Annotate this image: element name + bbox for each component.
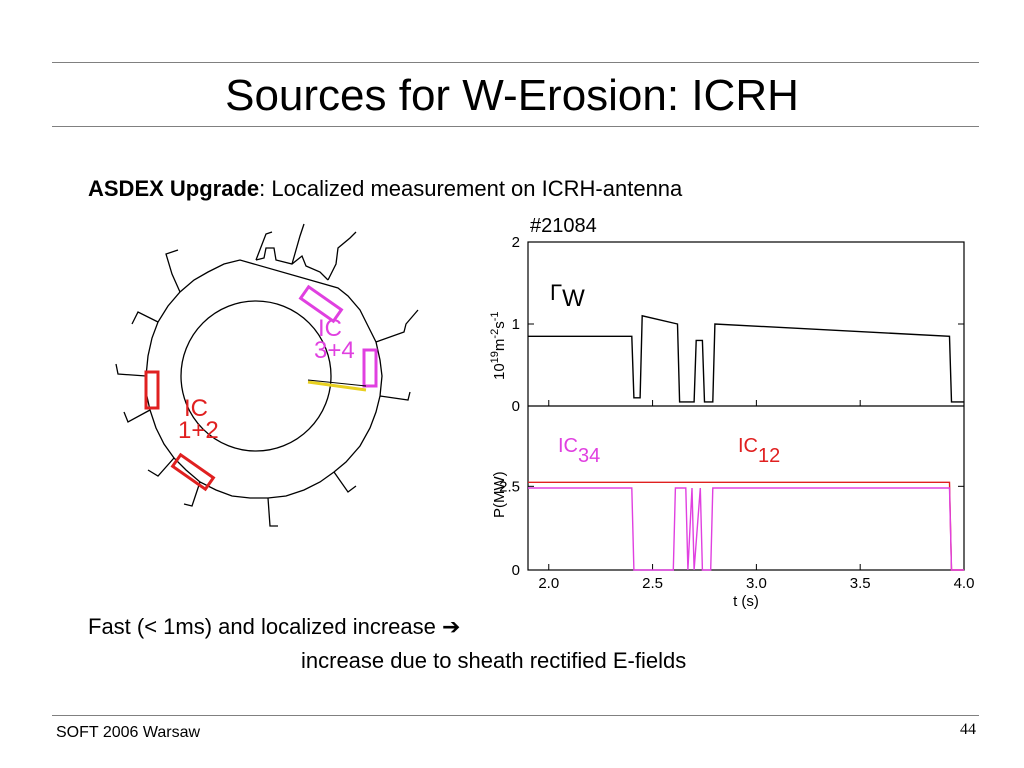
y-axis-label-part: -1	[489, 312, 501, 322]
port-6	[267, 497, 278, 527]
label-ic34-line1: IC	[318, 315, 342, 342]
subtitle-bold: ASDEX Upgrade	[88, 176, 260, 201]
x-tick-label: 3.0	[746, 575, 767, 592]
top-rule	[52, 62, 979, 63]
x-tick-label: 2.5	[642, 575, 663, 592]
slide-title: Sources for W-Erosion: ICRH	[225, 71, 799, 120]
gamma-symbol: Γ	[550, 280, 562, 305]
inner-column	[180, 300, 332, 452]
bullet-line-1-text: Fast (< 1ms) and localized increase	[88, 614, 436, 639]
series-label-ic12: IC12	[738, 435, 780, 467]
antenna-ic34	[298, 284, 378, 388]
antenna-ic34-right	[362, 348, 378, 388]
vessel-wall	[145, 247, 383, 499]
bullet-line-2: increase due to sheath rectified E-field…	[301, 648, 687, 673]
x-tick-label: 3.5	[850, 575, 871, 592]
view-line	[307, 380, 367, 392]
gamma-subscript: W	[562, 285, 585, 312]
port-5	[183, 481, 201, 507]
series-line-panel2-1	[528, 481, 964, 571]
port-3	[123, 409, 151, 423]
tokamak-diagram: IC 3+4 IC 1+2	[115, 223, 419, 527]
series-label-main: IC	[558, 435, 578, 457]
port-13	[291, 223, 305, 265]
port-1	[165, 249, 181, 293]
y-tick-label: 1	[512, 316, 520, 333]
antenna-ic12-bottom	[170, 452, 216, 492]
y-axis-label-part: m	[491, 339, 508, 352]
y-axis-label-part: 19	[489, 351, 501, 363]
subtitle: ASDEX Upgrade: Localized measurement on …	[88, 174, 682, 204]
antenna-ic12-left	[144, 370, 160, 410]
x-axis-label: t (s)	[733, 593, 759, 610]
arrow-icon: ➔	[442, 614, 461, 639]
y-tick-label: 0	[512, 398, 520, 415]
view-line-edge	[307, 379, 367, 387]
antenna-ic34-top	[298, 284, 344, 324]
y-axis-label-part: 10	[491, 363, 508, 380]
footer-conference: SOFT 2006 Warsaw	[56, 724, 201, 741]
series-label-main: IC	[738, 435, 758, 457]
series-label-sub: 34	[578, 445, 600, 467]
series-line-panel2-2	[528, 487, 964, 571]
series-label-ic34: IC34	[558, 435, 600, 467]
y-axis-label-part: -2	[489, 329, 501, 339]
title-rule	[52, 126, 979, 127]
footer-rule	[52, 715, 979, 716]
series-label-sub: 12	[758, 445, 780, 467]
y-axis-label-panel2: P(MW)	[491, 471, 508, 518]
vessel-outline	[115, 223, 419, 527]
port-4	[147, 457, 175, 477]
label-ic12-line2: 1+2	[178, 417, 219, 444]
y-axis-label-part: s	[491, 321, 508, 329]
port-9	[375, 309, 419, 343]
y-tick-label: 2	[512, 234, 520, 251]
series-line-panel1-1	[528, 314, 964, 403]
port-8	[379, 391, 411, 401]
y-tick-label: 0	[512, 562, 520, 579]
bullet-line-1: Fast (< 1ms) and localized increase ➔	[88, 612, 460, 642]
x-tick-label: 4.0	[954, 575, 975, 592]
antenna-ic12	[144, 370, 216, 492]
label-ic12-line1: IC	[184, 395, 208, 422]
x-tick-label: 2.0	[538, 575, 559, 592]
subtitle-rest: : Localized measurement on ICRH-antenna	[259, 176, 683, 201]
y-tick-label: 2.5	[499, 478, 520, 495]
port-2	[115, 363, 147, 377]
label-ic34-line2: 3+4	[314, 337, 355, 364]
port-11	[255, 231, 273, 261]
port-7	[333, 471, 357, 493]
gamma-w-label: ΓW	[550, 280, 585, 312]
port-10	[327, 231, 357, 281]
y-axis-label-panel1: 1019m-2s-1	[489, 312, 508, 381]
page-number: 44	[960, 721, 976, 738]
shot-label: #21084	[530, 215, 597, 237]
port-12	[131, 311, 159, 325]
